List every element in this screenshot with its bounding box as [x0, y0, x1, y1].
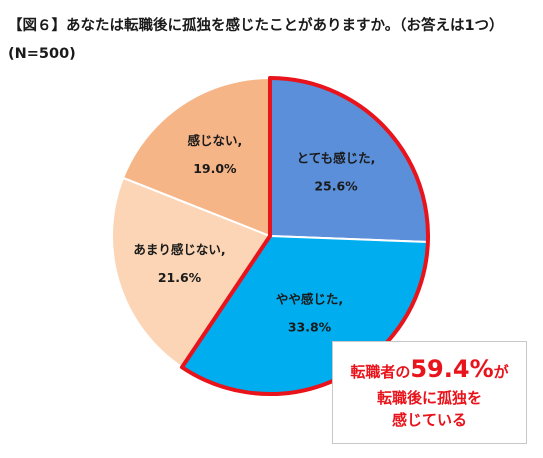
callout-line-3: 感じている — [391, 411, 467, 429]
slice-value-1: 25.6% — [314, 178, 358, 193]
chart-title-main: 【図６】あなたは転職後に孤独を感じたことがありますか。（お答えは1つ） — [8, 18, 504, 34]
slice-value-4: 19.0% — [193, 161, 237, 176]
callout-value: 59.4% — [410, 355, 494, 383]
callout-suffix: が — [493, 363, 509, 381]
highlight-outline-group — [180, 76, 431, 396]
slice-label-3: あまり感じない, — [133, 242, 225, 257]
pie-slice-3 — [111, 176, 272, 369]
slice-label-2: やや感じた, — [276, 291, 343, 306]
slice-value-3: 21.6% — [158, 270, 202, 285]
chart-sample-size: (N=500) — [8, 46, 76, 62]
callout-box: 転職者の59.4%が 転職後に孤独を 感じている — [332, 341, 527, 444]
pie-slice-4 — [121, 76, 271, 238]
slice-label-1: とても感じた, — [297, 150, 376, 165]
chart-title: 【図６】あなたは転職後に孤独を感じたことがありますか。（お答えは1つ） (N=5… — [8, 12, 538, 68]
slice-label-4: 感じない, — [188, 133, 243, 148]
callout-prefix: 転職者の — [350, 363, 411, 381]
callout-headline: 転職者の59.4%が — [333, 354, 526, 387]
callout-line-2: 転職後に孤独を — [376, 389, 482, 407]
highlight-outline — [180, 76, 431, 396]
slice-value-2: 33.8% — [288, 319, 332, 334]
slice-labels: とても感じた, 25.6% やや感じた, 33.8% あまり感じない, 21.6% 感じない… — [133, 133, 375, 334]
